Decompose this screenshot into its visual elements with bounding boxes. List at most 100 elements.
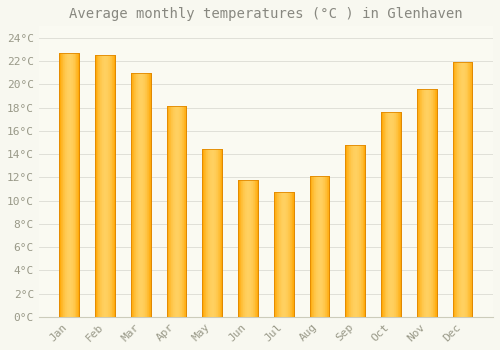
Bar [463,62,464,317]
Bar [240,180,241,317]
Bar [218,149,219,317]
Bar [148,73,150,317]
Bar [182,106,183,317]
Bar [381,112,382,317]
Bar [423,89,424,317]
Bar [166,106,186,317]
Bar [399,112,400,317]
Bar [361,145,362,317]
Bar [431,89,432,317]
Bar [241,180,242,317]
Bar [358,145,359,317]
Bar [470,62,471,317]
Bar [428,89,429,317]
Bar [144,73,146,317]
Bar [324,176,325,317]
Bar [141,73,142,317]
Bar [429,89,430,317]
Bar [143,73,144,317]
Bar [318,176,319,317]
Bar [238,180,258,317]
Bar [136,73,137,317]
Bar [426,89,427,317]
Bar [417,89,436,317]
Bar [417,89,436,317]
Bar [386,112,387,317]
Bar [95,55,115,317]
Bar [393,112,394,317]
Bar [75,53,76,317]
Bar [184,106,185,317]
Bar [427,89,428,317]
Bar [360,145,361,317]
Bar [434,89,436,317]
Bar [425,89,426,317]
Bar [292,193,293,317]
Bar [185,106,186,317]
Bar [257,180,258,317]
Bar [252,180,254,317]
Bar [66,53,68,317]
Bar [320,176,321,317]
Bar [96,55,97,317]
Bar [113,55,114,317]
Bar [460,62,462,317]
Bar [284,193,285,317]
Bar [114,55,115,317]
Bar [385,112,386,317]
Bar [381,112,401,317]
Bar [242,180,243,317]
Bar [245,180,246,317]
Bar [243,180,244,317]
Bar [462,62,463,317]
Bar [239,180,240,317]
Bar [350,145,352,317]
Bar [467,62,468,317]
Bar [109,55,110,317]
Bar [452,62,472,317]
Bar [362,145,363,317]
Bar [283,193,284,317]
Bar [219,149,220,317]
Bar [112,55,113,317]
Bar [180,106,181,317]
Bar [458,62,460,317]
Bar [131,73,150,317]
Bar [175,106,176,317]
Bar [286,193,287,317]
Bar [422,89,423,317]
Bar [110,55,111,317]
Bar [60,53,79,317]
Bar [281,193,282,317]
Bar [274,193,276,317]
Bar [246,180,248,317]
Bar [432,89,434,317]
Bar [352,145,354,317]
Bar [217,149,218,317]
Bar [95,55,96,317]
Bar [382,112,383,317]
Bar [315,176,316,317]
Bar [170,106,172,317]
Bar [214,149,215,317]
Bar [134,73,135,317]
Bar [135,73,136,317]
Bar [465,62,466,317]
Bar [327,176,328,317]
Bar [238,180,239,317]
Bar [417,89,418,317]
Bar [202,149,203,317]
Bar [400,112,401,317]
Bar [215,149,216,317]
Bar [290,193,291,317]
Bar [389,112,390,317]
Bar [384,112,385,317]
Bar [98,55,99,317]
Bar [293,193,294,317]
Bar [142,73,143,317]
Bar [322,176,323,317]
Bar [359,145,360,317]
Bar [289,193,290,317]
Bar [421,89,422,317]
Bar [103,55,104,317]
